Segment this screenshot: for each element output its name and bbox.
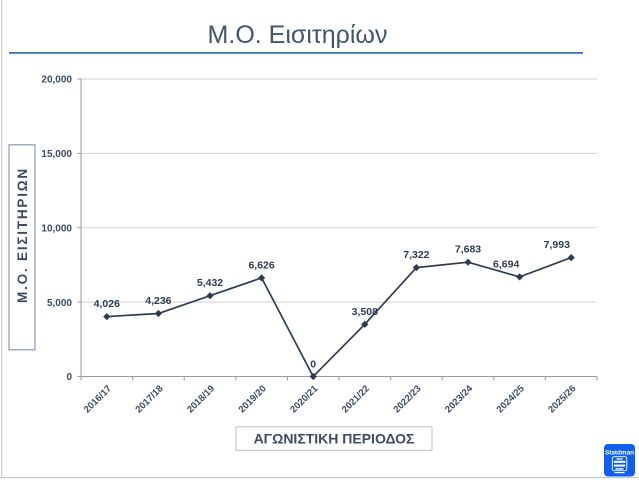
svg-text:10,000: 10,000 [41, 224, 72, 235]
svg-text:Μ.Ο. ΕΙΣΙΤΗΡΙΩΝ: Μ.Ο. ΕΙΣΙΤΗΡΙΩΝ [15, 167, 30, 303]
svg-text:2024/25: 2024/25 [495, 383, 528, 416]
svg-text:Statdman: Statdman [605, 450, 634, 457]
svg-text:ΑΓΩΝΙΣΤΙΚΗ ΠΕΡΙΟΔΟΣ: ΑΓΩΝΙΣΤΙΚΗ ΠΕΡΙΟΔΟΣ [254, 431, 415, 447]
svg-text:4,026: 4,026 [94, 298, 120, 310]
svg-text:2017/18: 2017/18 [133, 383, 165, 415]
svg-text:7,683: 7,683 [455, 244, 481, 256]
svg-text:2020/21: 2020/21 [288, 383, 321, 416]
svg-text:20,000: 20,000 [41, 75, 72, 86]
svg-text:2018/19: 2018/19 [185, 383, 217, 415]
svg-text:0: 0 [66, 372, 72, 383]
svg-text:2025/26: 2025/26 [546, 383, 578, 415]
svg-text:2019/20: 2019/20 [237, 383, 269, 415]
svg-text:2021/22: 2021/22 [340, 383, 372, 415]
svg-text:6,694: 6,694 [493, 258, 519, 270]
svg-text:0: 0 [310, 359, 316, 371]
svg-text:6,626: 6,626 [248, 259, 274, 271]
svg-text:15,000: 15,000 [41, 149, 72, 160]
svg-text:2016/17: 2016/17 [82, 383, 114, 415]
svg-text:3,508: 3,508 [352, 306, 378, 318]
svg-text:4,236: 4,236 [145, 295, 171, 307]
svg-text:5,000: 5,000 [47, 298, 72, 309]
svg-text:Μ.Ο. Εισιτηρίων: Μ.Ο. Εισιτηρίων [208, 21, 388, 49]
svg-text:2022/23: 2022/23 [391, 383, 423, 415]
svg-text:5,432: 5,432 [197, 277, 223, 289]
svg-text:2023/24: 2023/24 [443, 383, 476, 416]
svg-text:7,993: 7,993 [544, 239, 570, 251]
svg-text:7,322: 7,322 [403, 249, 429, 261]
